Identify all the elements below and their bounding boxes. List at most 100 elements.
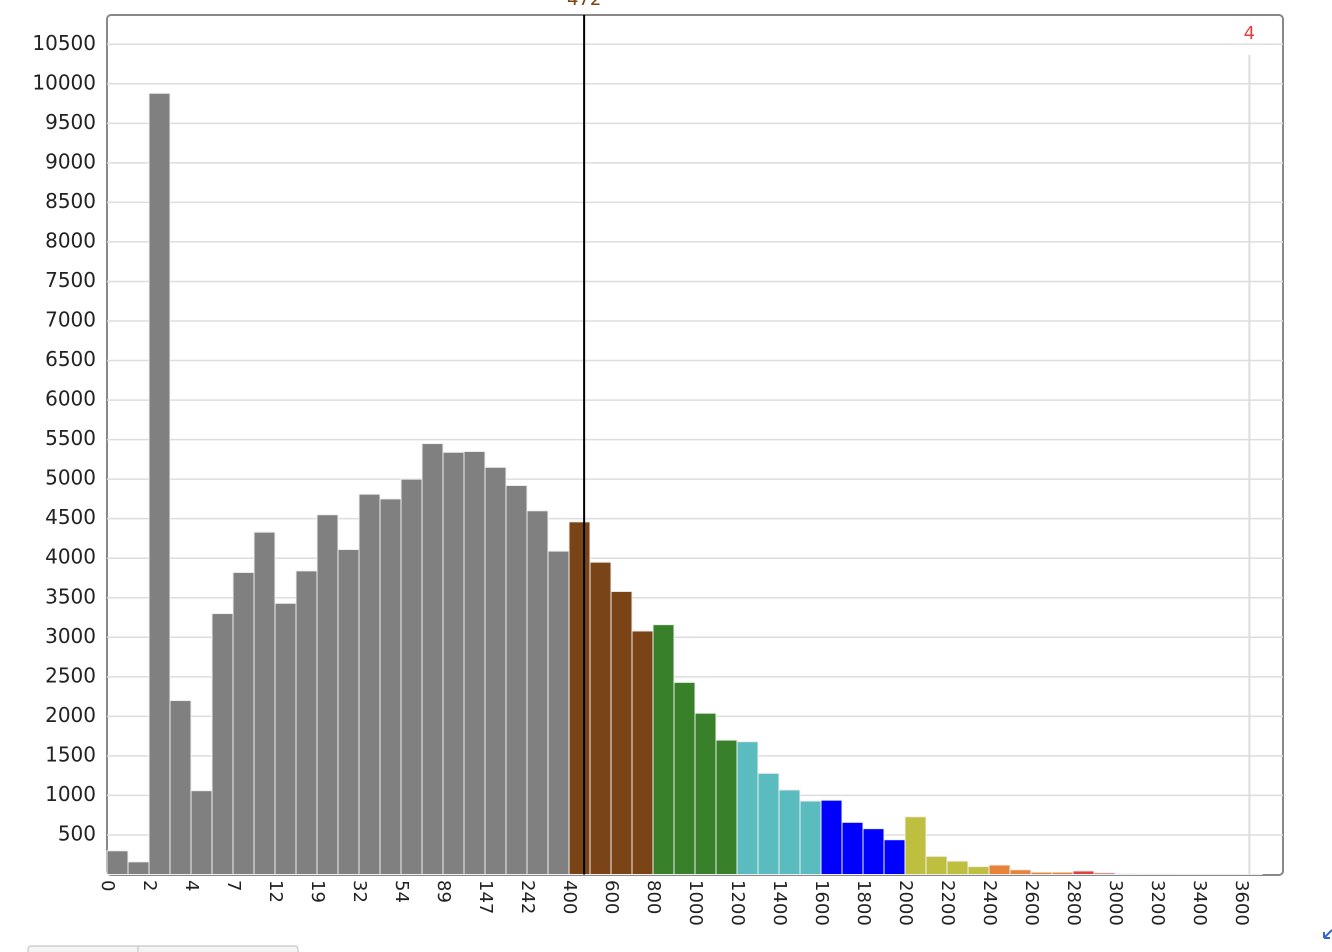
marker-label: 4 [1244, 23, 1255, 44]
bar [547, 550, 570, 875]
bar [757, 772, 780, 875]
bar [127, 861, 150, 876]
x-tick-label: 4 [181, 880, 202, 891]
bar [988, 864, 1011, 875]
bar [1072, 870, 1095, 876]
bar [148, 92, 171, 875]
x-tick-label: 2 [139, 880, 160, 891]
y-tick-label: 10500 [32, 31, 96, 55]
y-tick-label: 6000 [45, 387, 96, 411]
bar [232, 571, 255, 875]
x-tick-label: 242 [517, 880, 538, 914]
bar [1093, 872, 1116, 875]
y-tick-label: 6500 [45, 347, 96, 371]
y-tick-label: 5500 [45, 426, 96, 450]
y-tick-label: 8000 [45, 228, 96, 252]
x-tick-label: 2800 [1063, 880, 1084, 926]
bar [1030, 871, 1053, 875]
x-tick-label: 600 [601, 880, 622, 914]
bar [631, 630, 654, 875]
x-tick-label: 1200 [727, 880, 748, 926]
bar [610, 590, 633, 875]
x-tick-label: 3400 [1189, 880, 1210, 926]
bar [904, 816, 927, 875]
x-tick-label: 147 [475, 880, 496, 914]
y-tick-label: 10000 [32, 70, 96, 94]
bar [463, 450, 486, 875]
bar [400, 478, 423, 875]
bar [778, 789, 801, 876]
bar [1135, 873, 1158, 875]
bar [967, 866, 990, 875]
bar [589, 561, 612, 875]
x-tick-label: 7 [223, 880, 244, 891]
bar [190, 790, 213, 876]
bar [442, 451, 465, 875]
y-tick-label: 3000 [45, 624, 96, 648]
y-tick-label: 1000 [45, 782, 96, 806]
x-tick-label: 12 [265, 880, 286, 903]
resize-icon[interactable] [1323, 929, 1332, 939]
y-tick-label: 4000 [45, 545, 96, 569]
bar [925, 855, 948, 876]
bar [1114, 873, 1137, 875]
x-tick-label: 1000 [685, 880, 706, 926]
bar [1051, 871, 1074, 875]
y-tick-label: 2500 [45, 663, 96, 687]
x-tick-label: 1400 [769, 880, 790, 926]
bar [211, 613, 234, 875]
y-tick-label: 7500 [45, 268, 96, 292]
x-tick-label: 2600 [1021, 880, 1042, 926]
bar [295, 570, 318, 875]
x-tick-label: 1800 [853, 880, 874, 926]
bar [715, 739, 738, 876]
x-tick-label: 32 [349, 880, 370, 903]
x-tick-label: 1600 [811, 880, 832, 926]
y-tick-label: 5000 [45, 466, 96, 490]
bar [652, 624, 675, 876]
x-tick-label: 2400 [979, 880, 1000, 926]
x-tick-label: 19 [307, 880, 328, 903]
x-tick-label: 400 [559, 880, 580, 914]
bar [526, 510, 549, 875]
x-tick-label: 2000 [895, 880, 916, 926]
bar [484, 466, 507, 875]
x-tick-label: 3200 [1147, 880, 1168, 926]
bar [799, 800, 822, 875]
bar [736, 741, 759, 876]
bar [946, 860, 969, 876]
x-tick-label: 54 [391, 880, 412, 903]
bar [862, 828, 885, 875]
y-tick-label: 8500 [45, 189, 96, 213]
bar [379, 498, 402, 875]
bar [568, 521, 591, 875]
x-tick-label: 3000 [1105, 880, 1126, 926]
x-tick-label: 89 [433, 880, 454, 903]
bar [673, 681, 696, 875]
bar [820, 799, 843, 875]
y-tick-label: 9500 [45, 110, 96, 134]
bar [505, 484, 528, 875]
bar [421, 443, 444, 875]
bar [106, 850, 129, 875]
bar [358, 493, 381, 875]
y-tick-label: 1500 [45, 742, 96, 766]
y-tick-label: 4500 [45, 505, 96, 529]
y-tick-label: 3500 [45, 584, 96, 608]
x-tick-label: 2200 [937, 880, 958, 926]
bar [169, 700, 192, 875]
bar [274, 602, 297, 876]
y-tick-label: 500 [58, 821, 96, 845]
marker-label: 472 [567, 0, 601, 10]
x-tick-label: 3600 [1231, 880, 1252, 926]
x-tick-label: 0 [97, 880, 118, 891]
bar [253, 531, 276, 876]
bar [316, 514, 339, 875]
bar [694, 712, 717, 875]
bar [1009, 869, 1032, 875]
tab-bar[interactable] [27, 945, 299, 952]
bar [337, 549, 360, 875]
bar [841, 821, 864, 875]
x-tick-label: 800 [643, 880, 664, 914]
